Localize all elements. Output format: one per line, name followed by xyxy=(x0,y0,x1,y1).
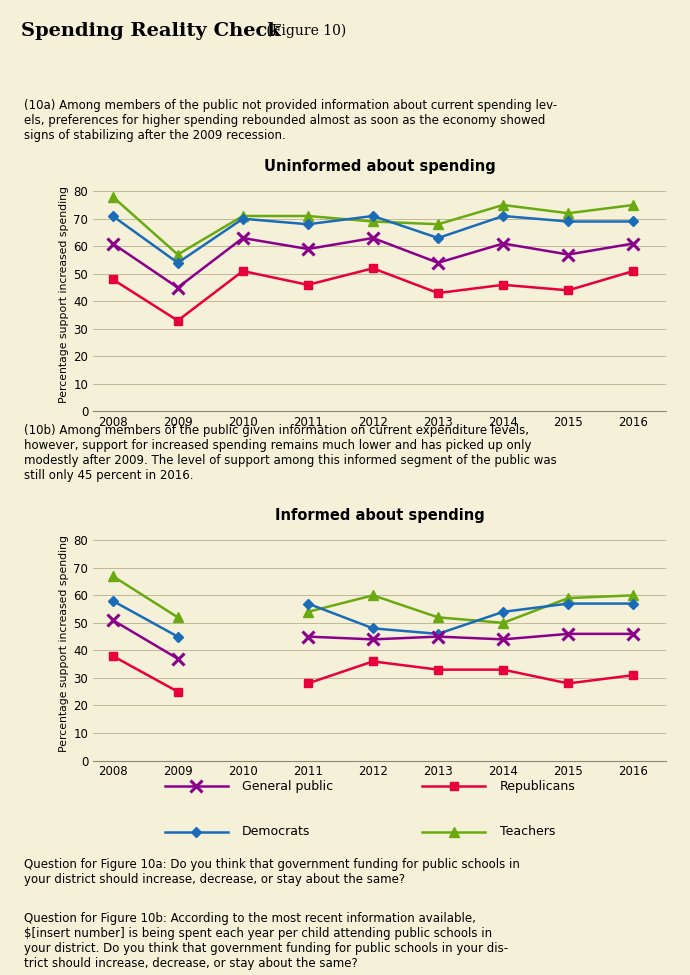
Title: Informed about spending: Informed about spending xyxy=(275,508,484,523)
Text: Question for Figure 10b: According to the most recent information available,
$[i: Question for Figure 10b: According to th… xyxy=(24,912,509,969)
Text: (10b) Among members of the public given information on current expenditure level: (10b) Among members of the public given … xyxy=(24,424,557,482)
Text: (10a) Among members of the public not provided information about current spendin: (10a) Among members of the public not pr… xyxy=(24,99,558,142)
Text: Spending Reality Check: Spending Reality Check xyxy=(21,22,280,40)
Y-axis label: Percentage support increased spending: Percentage support increased spending xyxy=(59,186,69,403)
Title: Uninformed about spending: Uninformed about spending xyxy=(264,159,495,174)
Text: Republicans: Republicans xyxy=(500,780,575,793)
Text: General public: General public xyxy=(242,780,333,793)
Y-axis label: Percentage support increased spending: Percentage support increased spending xyxy=(59,535,69,752)
Text: Democrats: Democrats xyxy=(242,825,310,838)
Text: Teachers: Teachers xyxy=(500,825,555,838)
Text: (Figure 10): (Figure 10) xyxy=(262,24,346,38)
Text: Question for Figure 10a: Do you think that government funding for public schools: Question for Figure 10a: Do you think th… xyxy=(24,858,520,886)
